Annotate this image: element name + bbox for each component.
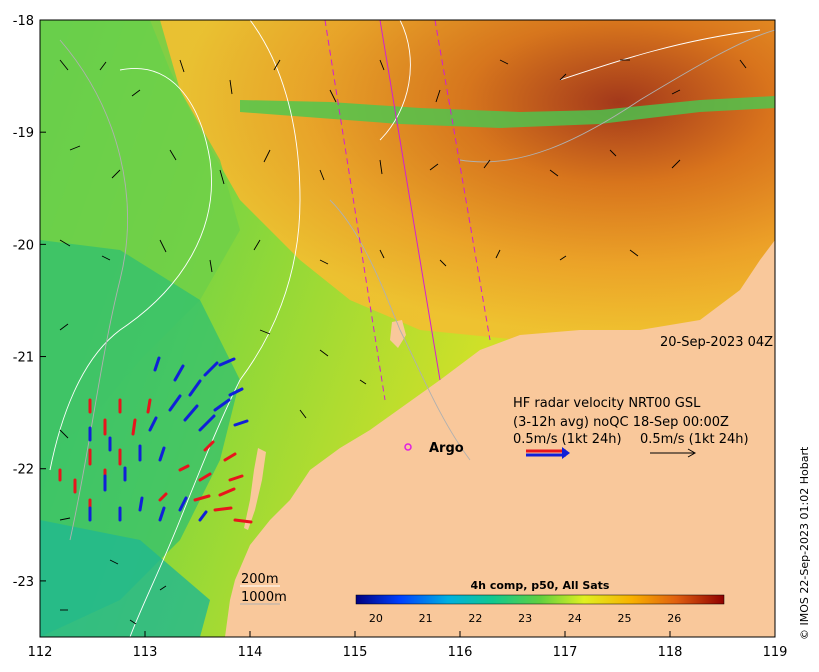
x-tick-label: 113 bbox=[133, 645, 158, 660]
depth-legend bbox=[240, 585, 280, 605]
y-axis-ticks: -18 -19 -20 -21 -22 -23 bbox=[13, 14, 46, 590]
colorbar: 4h comp, p50, All Sats 20 21 22 23 24 25 26 bbox=[355, 579, 725, 625]
island-north bbox=[390, 320, 406, 348]
model-current-arrows bbox=[59, 59, 747, 625]
depth-1000-label: 1000m bbox=[241, 590, 287, 605]
x-tick-label: 117 bbox=[553, 645, 578, 660]
colorbar-ticks: 20 21 22 23 24 25 26 bbox=[369, 612, 681, 625]
y-tick-label: -22 bbox=[13, 463, 34, 478]
colorbar-tick-label: 20 bbox=[369, 612, 383, 625]
y-tick-label: -18 bbox=[13, 14, 34, 29]
timestamp-label: 20-Sep-2023 04Z bbox=[660, 335, 773, 350]
radar-blue-vectors bbox=[88, 356, 249, 522]
depth-contours-grey bbox=[59, 29, 775, 541]
x-tick-label: 116 bbox=[448, 645, 473, 660]
colorbar-tick-label: 24 bbox=[568, 612, 582, 625]
colorbar-tick-label: 26 bbox=[667, 612, 681, 625]
satellite-track bbox=[324, 20, 491, 401]
colorbar-tick-label: 21 bbox=[419, 612, 433, 625]
hf-radar-title: HF radar velocity NRT00 GSL bbox=[513, 396, 701, 411]
x-tick-label: 119 bbox=[763, 645, 788, 660]
credit-label: © IMOS 22-Sep-2023 01:02 Hobart bbox=[798, 446, 811, 640]
hf-radar-subtitle: (3-12h avg) noQC 18-Sep 00:00Z bbox=[513, 415, 729, 430]
depth-200-label: 200m bbox=[241, 572, 278, 587]
colorbar-tick-label: 23 bbox=[518, 612, 532, 625]
map-plot-area bbox=[40, 20, 775, 637]
scale-vectors bbox=[526, 447, 697, 459]
y-tick-label: -23 bbox=[13, 575, 34, 590]
argo-float-marker[interactable] bbox=[404, 443, 412, 451]
colorbar-gradient bbox=[355, 594, 725, 605]
y-tick-label: -21 bbox=[13, 351, 34, 366]
southwest-cool-water bbox=[40, 520, 210, 637]
x-tick-label: 118 bbox=[658, 645, 683, 660]
colorbar-tick-label: 25 bbox=[618, 612, 632, 625]
hf-radar-scale-left: 0.5m/s (1kt 24h) bbox=[513, 432, 622, 447]
map-frame bbox=[39, 19, 776, 638]
colorbar-title: 4h comp, p50, All Sats bbox=[471, 579, 610, 592]
hf-radar-scale-right: 0.5m/s (1kt 24h) bbox=[640, 432, 749, 447]
colorbar-tick-label: 22 bbox=[468, 612, 482, 625]
x-tick-label: 115 bbox=[343, 645, 368, 660]
land-mass bbox=[225, 240, 775, 637]
bathymetry-contours bbox=[49, 20, 761, 637]
cloud-streak bbox=[240, 96, 775, 128]
x-tick-label: 112 bbox=[28, 645, 53, 660]
argo-label: Argo bbox=[429, 441, 464, 456]
x-axis-ticks: 112 113 114 115 116 117 118 119 bbox=[28, 631, 788, 660]
island-southwest bbox=[244, 448, 266, 530]
x-tick-label: 114 bbox=[238, 645, 263, 660]
hf-radar-vectors bbox=[58, 356, 253, 524]
y-tick-label: -20 bbox=[13, 238, 34, 253]
y-tick-label: -19 bbox=[13, 126, 34, 141]
